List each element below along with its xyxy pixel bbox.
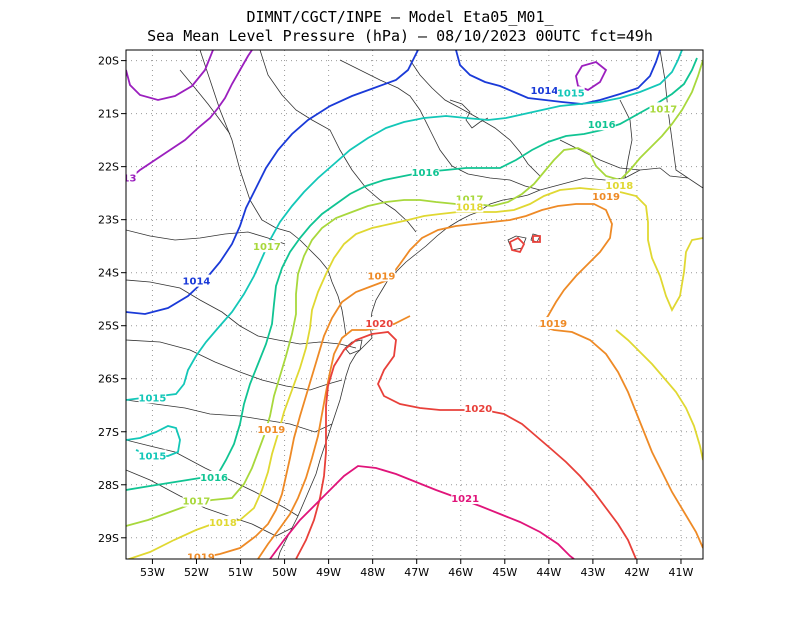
contour-label: 1018 [605,181,633,192]
isobar-1014 [126,50,419,315]
contour-label: 1019 [592,192,620,203]
x-tick-label: 48W [360,566,385,579]
isobar-1021 [269,465,575,559]
contour-label: 1015 [139,393,167,404]
contour-label-background [557,86,585,99]
contour-label-background [411,165,440,178]
x-tick-label: 47W [404,566,429,579]
contour-label: 1019 [539,319,567,330]
chart-title-line-2: Sea Mean Level Pressure (hPa) – 08/10/20… [147,27,653,45]
isobar-1019-mid [257,315,411,559]
contour-label: 1016 [588,120,616,131]
contour-label-background [464,401,493,414]
contour-label-background [365,317,394,330]
contour-labels: 1014101510161017101610171018101810190131… [116,83,678,563]
x-tick-label: 42W [624,566,649,579]
contour-label: 013 [116,173,137,184]
contour-label: 1016 [200,473,228,484]
contour-label-background [592,189,620,202]
contour-label-background [451,492,479,505]
contour-label-background [182,274,211,287]
contour-label: 1015 [557,88,585,99]
x-tick-label: 46W [448,566,473,579]
contour-label: 1014 [183,277,211,288]
contour-label: 1017 [253,242,281,253]
contour-label-background [605,179,634,192]
contour-label-background [138,449,167,462]
contour-label: 1020 [365,319,393,330]
x-tick-label: 52W [184,566,209,579]
contour-label-background [455,200,484,213]
contour-label-background [200,470,228,483]
y-tick-label: 28S [98,479,119,492]
y-tick-label: 22S [98,161,119,174]
isobars [126,50,703,559]
contour-label: 1018 [456,202,484,213]
x-tick-label: 45W [492,566,517,579]
isobar-1014-ne [455,50,661,105]
contour-label: 1019 [187,552,215,563]
isobar-1017 [126,59,703,527]
contour-label: 1021 [451,494,479,505]
y-axis-ticks: 20S 21S 22S 23S 24S 25S 26S 27S 28S 29S [98,55,126,545]
contour-label-background [138,391,167,404]
contour-label-background [530,83,559,96]
y-tick-label: 21S [98,108,119,121]
contour-label-background [182,494,211,507]
isobar-1019 [180,203,703,559]
contour-label: 1018 [209,518,237,529]
isobar-1020 [295,331,637,559]
x-tick-label: 41W [669,566,694,579]
y-tick-label: 27S [98,426,119,439]
contour-label-background [209,515,237,528]
contour-label-background [539,317,568,330]
isobar-1020-loop2 [532,235,541,243]
isobar-1013-east [575,61,608,92]
contour-label-background [187,550,215,559]
contour-label: 1015 [139,452,167,463]
contour-label: 1019 [257,425,285,436]
x-tick-label: 53W [140,566,165,579]
contour-label: 1020 [464,404,492,415]
isobar-1020-loop [508,236,526,254]
y-tick-label: 20S [98,55,119,68]
isobar-1018-se [615,329,703,461]
x-tick-label: 51W [228,566,253,579]
y-tick-label: 26S [98,373,119,386]
contour-label-background [587,118,616,131]
x-tick-label: 44W [536,566,561,579]
contour-label: 1017 [183,497,211,508]
contour-label-background [253,240,281,253]
contour-label-background [649,102,678,115]
contour-label: 1014 [531,86,559,97]
y-tick-label: 24S [98,267,119,280]
x-tick-label: 49W [316,566,341,579]
chart-title-line-1: DIMNT/CGCT/INPE – Model Eta05_M01_ [246,8,554,26]
contour-label: 1019 [368,271,396,282]
contour-label: 1017 [649,104,677,115]
contour-label-background [257,423,286,436]
isobar-1018 [126,187,703,559]
isobar-1013-north [126,50,214,101]
coastline-and-borders [126,50,703,559]
contour-label-background [126,171,137,184]
isobar-1013 [126,50,253,183]
contour-label: 1017 [456,194,484,205]
isobar-1015 [126,50,683,401]
x-tick-label: 50W [272,566,297,579]
contour-label: 1016 [412,168,440,179]
x-tick-label: 43W [580,566,605,579]
plot-frame [125,49,704,560]
grid-lines [126,50,703,559]
x-axis-ticks: 53W 52W 51W 50W 49W 48W 47W 46W 45W 44W 43W 42W 41W [140,559,694,579]
y-tick-label: 25S [98,320,119,333]
y-tick-label: 29S [98,532,119,545]
y-tick-label: 23S [98,214,119,227]
contour-label-background [367,269,396,282]
